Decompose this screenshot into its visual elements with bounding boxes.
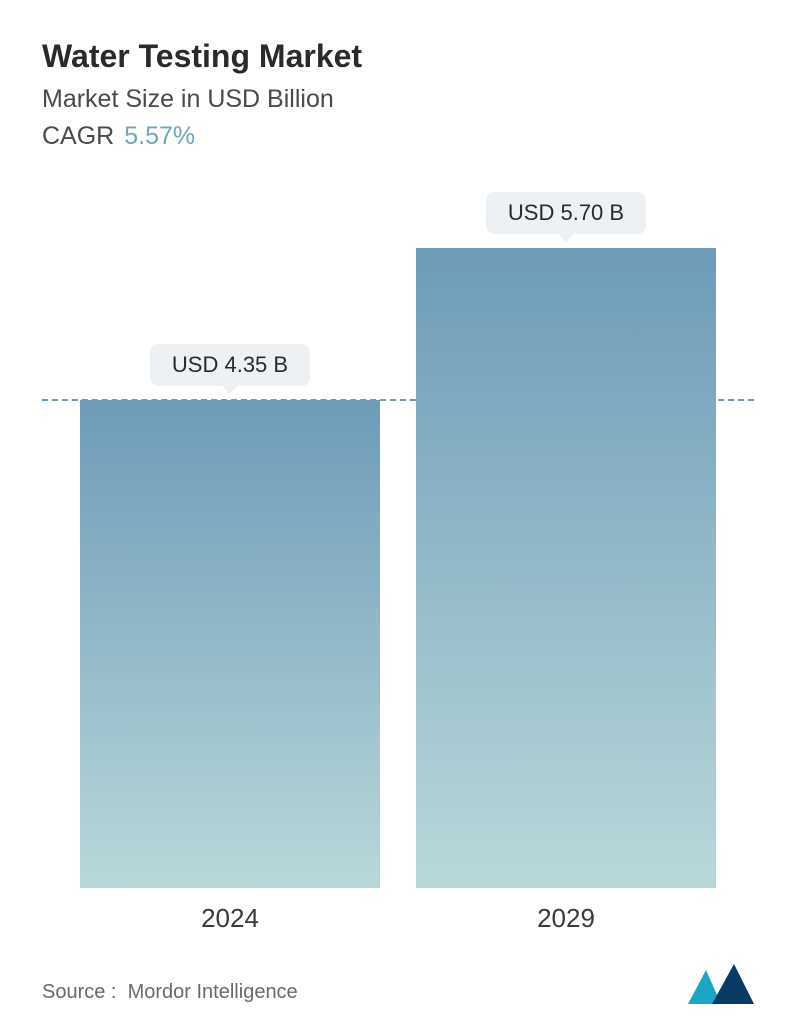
subtitle: Market Size in USD Billion xyxy=(42,85,754,114)
bar-group-1: USD 5.70 B xyxy=(416,192,716,888)
page-title: Water Testing Market xyxy=(42,38,754,75)
cagr-label: CAGR xyxy=(42,122,114,151)
bar-0 xyxy=(80,400,380,888)
chart-area: USD 4.35 B USD 5.70 B 2024 2029 xyxy=(42,211,754,934)
bar-1 xyxy=(416,248,716,888)
bar-value-badge-1: USD 5.70 B xyxy=(486,192,646,234)
bar-value-badge-0: USD 4.35 B xyxy=(150,344,310,386)
cagr-line: CAGR 5.57% xyxy=(42,122,754,151)
bar-group-0: USD 4.35 B xyxy=(80,344,380,888)
brand-logo-icon xyxy=(688,964,754,1004)
cagr-value: 5.57% xyxy=(124,122,195,151)
source-text: Source : Mordor Intelligence xyxy=(42,981,298,1004)
chart-container: Water Testing Market Market Size in USD … xyxy=(0,0,796,1034)
x-label-0: 2024 xyxy=(80,903,380,934)
x-label-1: 2029 xyxy=(416,903,716,934)
bars-wrap: USD 4.35 B USD 5.70 B xyxy=(42,211,754,888)
x-axis-labels: 2024 2029 xyxy=(42,903,754,934)
footer: Source : Mordor Intelligence xyxy=(42,964,754,1004)
